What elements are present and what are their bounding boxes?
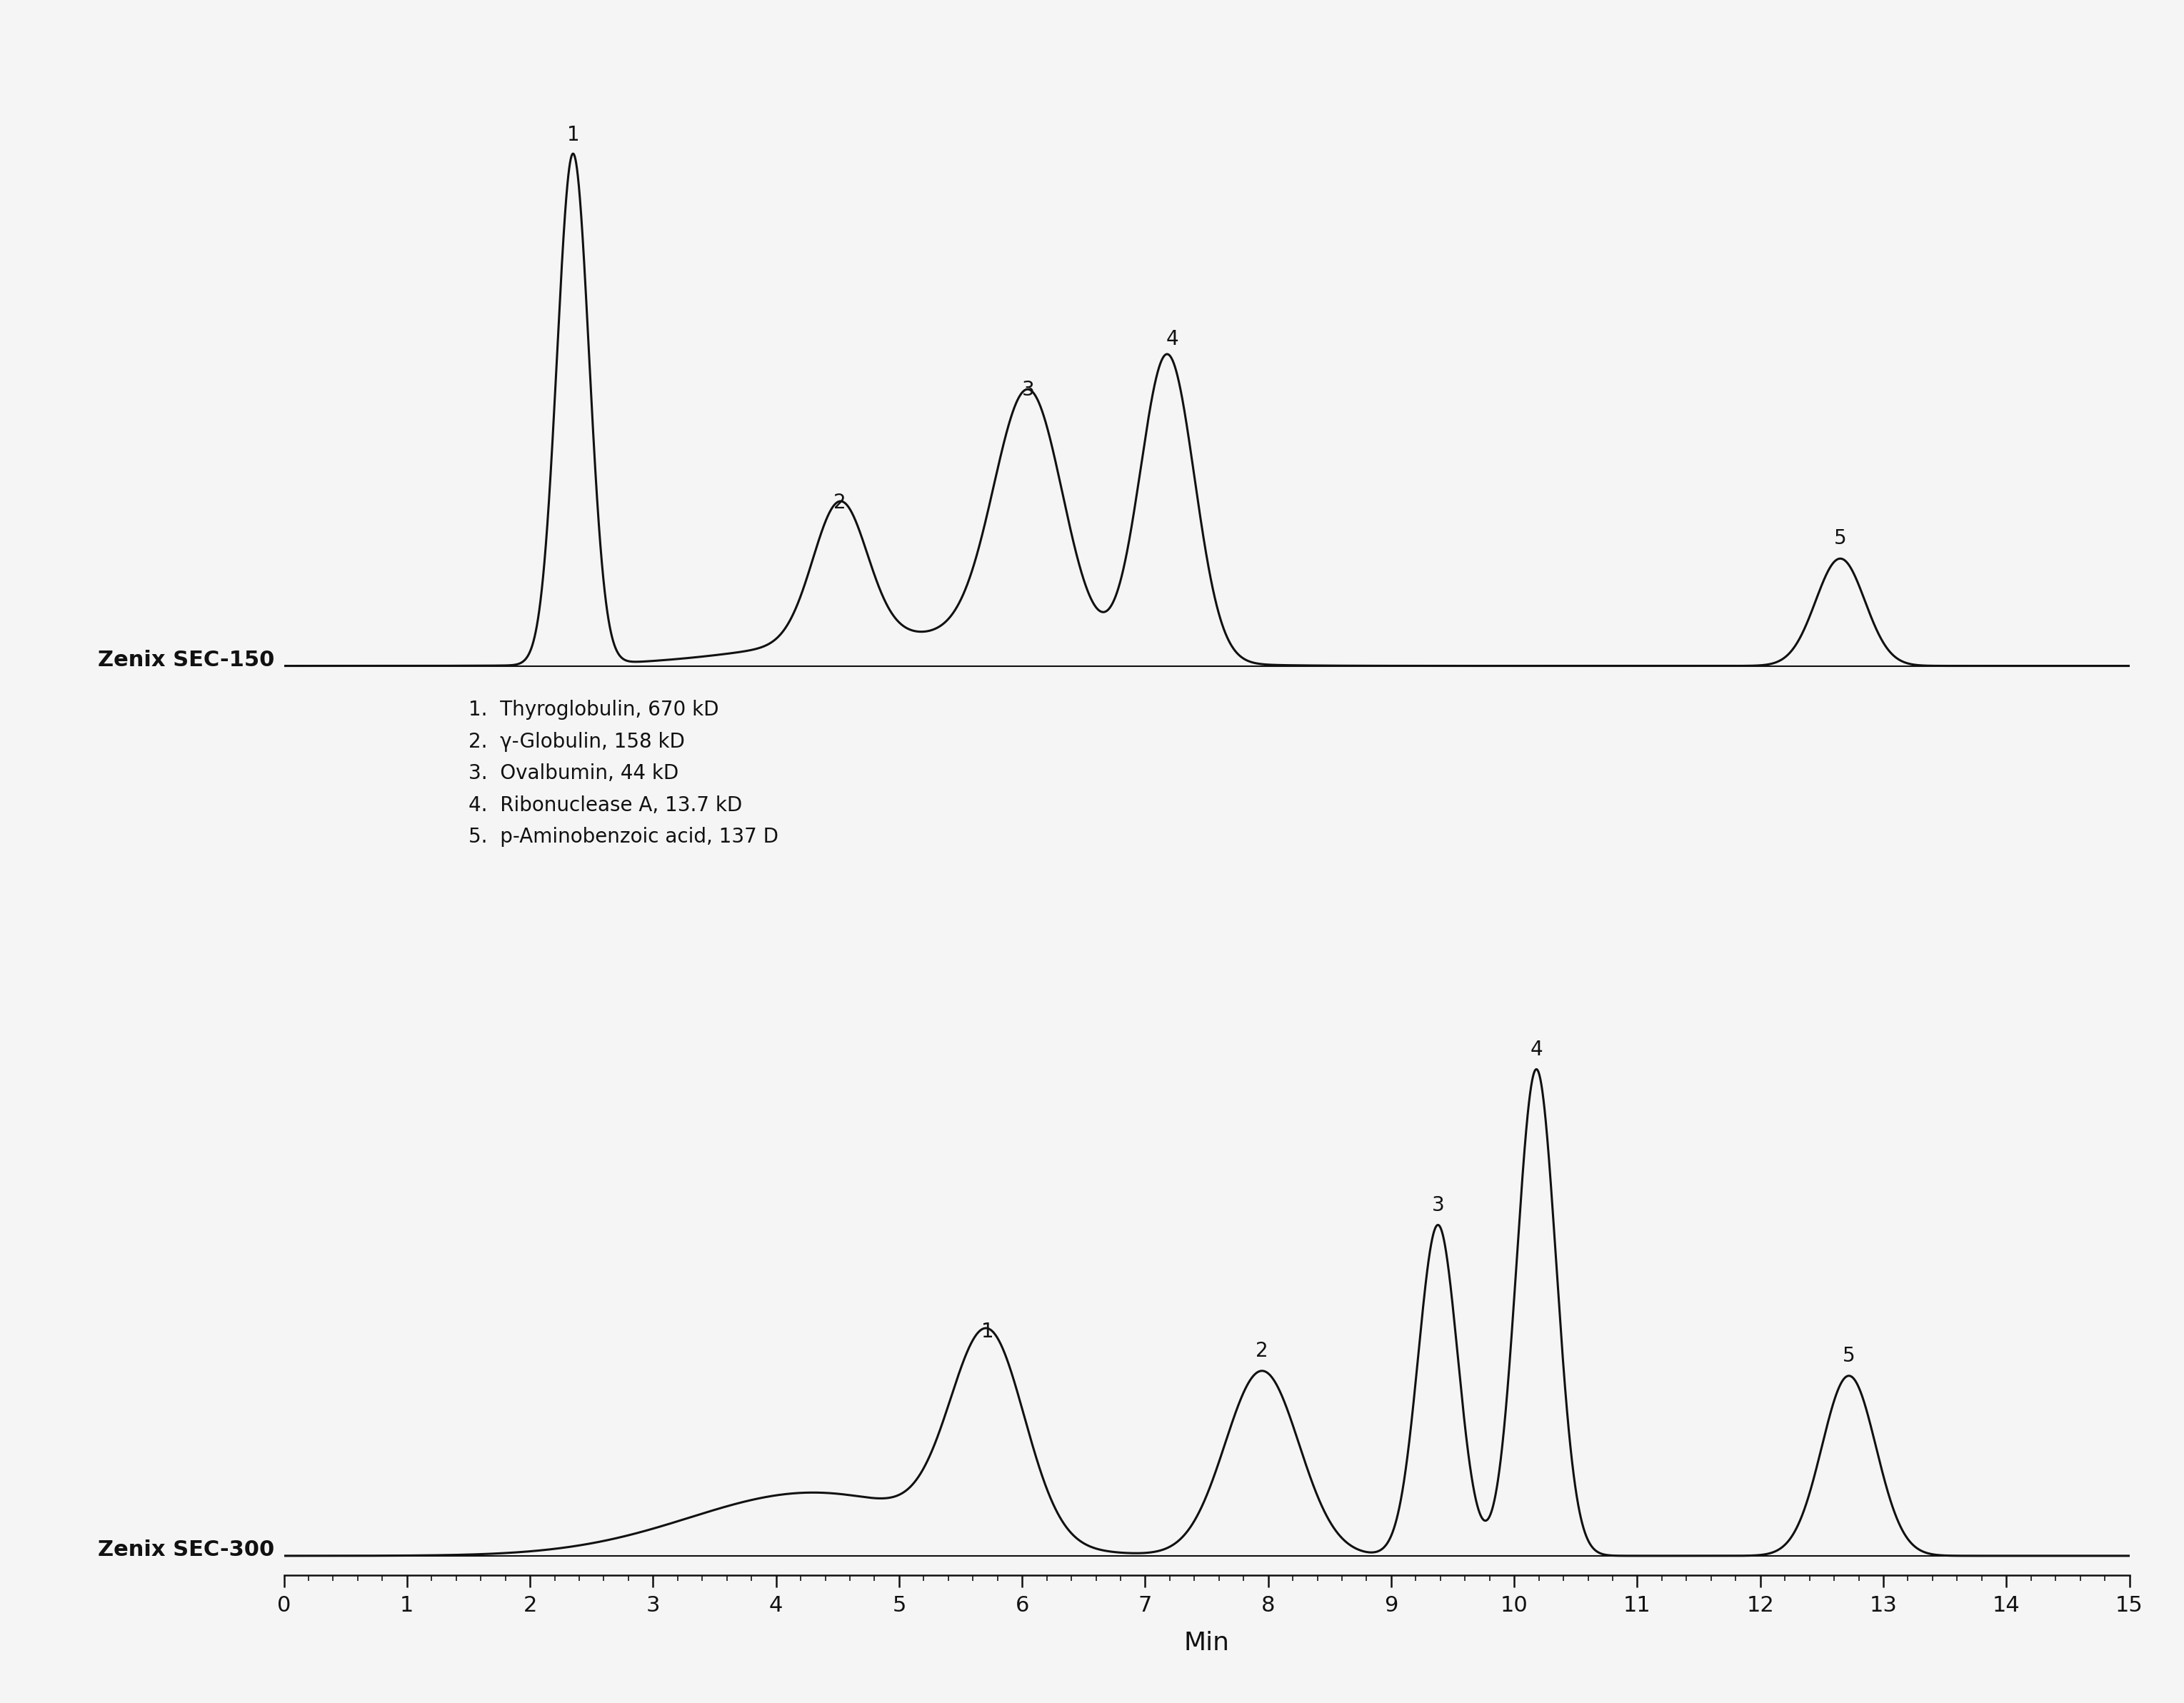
- Text: 4: 4: [1166, 329, 1179, 349]
- Text: 5: 5: [1843, 1345, 1854, 1366]
- X-axis label: Min: Min: [1184, 1631, 1230, 1655]
- Text: 1: 1: [981, 1322, 994, 1342]
- Text: 2: 2: [1256, 1342, 1269, 1361]
- Text: 1: 1: [568, 124, 579, 145]
- Text: 3: 3: [1433, 1196, 1444, 1216]
- Text: Zenix SEC-150: Zenix SEC-150: [98, 649, 275, 671]
- Text: 4: 4: [1531, 1039, 1542, 1059]
- Text: 1.  Thyroglobulin, 670 kD
2.  γ-Globulin, 158 kD
3.  Ovalbumin, 44 kD
4.  Ribonu: 1. Thyroglobulin, 670 kD 2. γ-Globulin, …: [470, 700, 778, 846]
- Text: 5: 5: [1835, 528, 1845, 548]
- Text: 2: 2: [834, 492, 847, 513]
- Text: Zenix SEC-300: Zenix SEC-300: [98, 1540, 275, 1560]
- Text: 3: 3: [1022, 380, 1035, 400]
